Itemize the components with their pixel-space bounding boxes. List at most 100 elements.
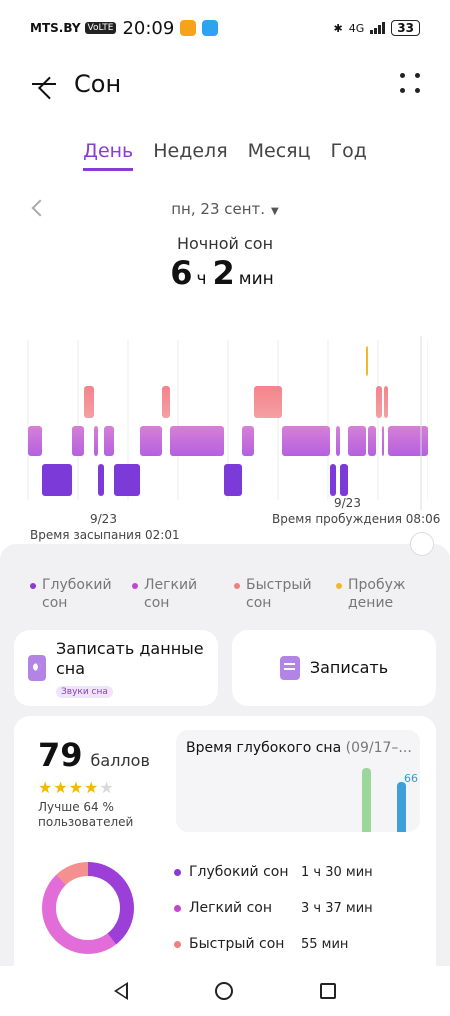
wake-time-label: Время пробуждения 08:06	[272, 512, 441, 526]
sleep-segment-light	[28, 426, 42, 456]
breakdown-dot	[174, 940, 181, 948]
sleep-segment-light	[242, 426, 254, 456]
sleep-segment-light	[348, 426, 366, 456]
sleep-segment-light	[336, 426, 340, 456]
sleep-duration: 6 ч 2 мин	[0, 254, 450, 292]
record-sleep-data-label: Записать данные сна	[56, 638, 204, 678]
duration-hours-unit: ч	[196, 269, 207, 289]
sleep-segment-rem	[84, 386, 94, 418]
sleep-segment-light	[368, 426, 376, 456]
sleep-segment-awake	[366, 346, 368, 376]
sleep-segment-deep	[42, 464, 72, 496]
legend-light: Легкий сон	[132, 576, 210, 612]
nav-recents-icon[interactable]	[320, 983, 337, 999]
stage-breakdown-list: Глубокий сон 1 ч 30 мин Легкий сон 3 ч 3…	[174, 854, 424, 962]
trend-bar	[397, 782, 406, 832]
date-selector: пн, 23 сент. ▼	[0, 196, 450, 224]
nav-home-icon[interactable]	[214, 982, 233, 1000]
sleep-stage-chart[interactable]	[22, 330, 428, 550]
legend-awake: Пробуждение	[336, 576, 414, 612]
star-icon: ★	[84, 778, 100, 797]
status-bar: MTS.BY VoLTE 20:09 ✱ 4G 33	[0, 0, 450, 56]
sleep-score: 79 баллов	[38, 736, 150, 774]
sleep-segment-deep	[98, 464, 104, 496]
carrier-label: MTS.BY	[30, 21, 81, 35]
star-icon: ★	[68, 778, 85, 797]
night-sleep-label: Ночной сон	[176, 234, 274, 253]
dropdown-caret-icon: ▼	[271, 206, 279, 217]
date-dropdown[interactable]: пн, 23 сент. ▼	[0, 200, 450, 218]
page-title: Сон	[74, 70, 122, 98]
score-value: 79	[38, 736, 83, 774]
sleep-start-label: Время засыпания 02:01	[30, 528, 180, 542]
sleep-segment-light	[72, 426, 84, 456]
breakdown-row-rem: Быстрый сон 55 мин	[174, 926, 424, 962]
sleep-segment-deep	[330, 464, 336, 496]
sleep-segment-light	[104, 426, 114, 456]
bluetooth-icon: ✱	[333, 21, 343, 35]
sleep-segment-deep	[114, 464, 140, 496]
sleep-segment-light	[282, 426, 330, 456]
notification-app-icon	[180, 20, 197, 36]
legend-dot	[30, 583, 36, 589]
trend-value-label: 66	[404, 772, 418, 785]
rating-stars: ★★★★★	[38, 778, 115, 797]
notepad-icon	[279, 656, 300, 680]
deep-sleep-trend-card[interactable]: Время глубокого сна (09/17–... 66	[176, 730, 420, 832]
stage-legend: Глубокий сон Легкий сон Быстрый сон Проб…	[30, 576, 414, 612]
start-date-label: 9/23	[90, 512, 117, 526]
tab-day[interactable]: День	[83, 140, 134, 171]
legend-rem: Быстрый сон	[234, 576, 312, 612]
duration-minutes: 2	[212, 254, 235, 292]
battery-icon: 33	[391, 20, 420, 36]
sleep-segment-light	[388, 426, 428, 456]
star-icon: ★	[99, 778, 115, 797]
period-tabs: День Неделя Месяц Год	[0, 140, 450, 171]
record-label: Записать	[309, 658, 389, 677]
breakdown-dot	[174, 904, 181, 912]
sleep-segment-rem	[254, 386, 282, 418]
sleep-segment-rem	[162, 386, 170, 418]
duration-minutes-unit: мин	[238, 269, 274, 289]
star-icon: ★	[38, 778, 54, 797]
sleep-segment-light	[170, 426, 224, 456]
sleep-segment-deep	[224, 464, 242, 496]
legend-deep: Глубокий сон	[30, 576, 112, 612]
sleep-segment-rem	[384, 386, 388, 418]
sleep-sounds-badge: Звуки сна	[56, 685, 113, 698]
sleep-segment-deep	[340, 464, 348, 496]
tab-week[interactable]: Неделя	[153, 140, 228, 162]
breakdown-row-deep: Глубокий сон 1 ч 30 мин	[174, 854, 424, 890]
app-header: Сон	[0, 64, 450, 104]
nav-back-icon[interactable]	[113, 982, 128, 1000]
breakdown-dot	[174, 868, 181, 876]
legend-dot	[336, 583, 342, 589]
trend-bar	[362, 768, 371, 832]
notification-message-icon	[202, 20, 219, 36]
sleep-segment-rem	[376, 386, 382, 418]
sleep-segment-light	[382, 426, 384, 456]
moon-icon	[28, 655, 46, 681]
record-sleep-data-button[interactable]: Записать данные сна Звуки сна	[14, 630, 218, 706]
better-than-users: Лучше 64 % пользователей	[38, 800, 134, 829]
sleep-segment-light	[140, 426, 162, 456]
tab-month[interactable]: Месяц	[247, 140, 311, 162]
signal-icon	[370, 22, 386, 34]
system-nav-bar	[0, 966, 450, 1016]
chart-scrub-handle[interactable]	[410, 532, 434, 556]
more-options-icon[interactable]	[400, 73, 422, 95]
deep-sleep-trend-title: Время глубокого сна (09/17–...	[186, 740, 412, 756]
score-unit: баллов	[90, 751, 150, 770]
duration-hours: 6	[170, 254, 193, 292]
tab-year[interactable]: Год	[330, 140, 367, 162]
network-type: 4G	[348, 21, 365, 35]
back-arrow-icon[interactable]	[28, 68, 60, 100]
volte-badge: VoLTE	[84, 22, 117, 34]
date-label: пн, 23 сент.	[171, 200, 266, 218]
legend-dot	[234, 583, 240, 589]
sleep-segment-light	[94, 426, 98, 456]
star-icon: ★	[53, 778, 69, 797]
end-date-label: 9/23	[334, 496, 361, 510]
record-button[interactable]: Записать	[232, 630, 436, 706]
clock: 20:09	[122, 17, 175, 39]
